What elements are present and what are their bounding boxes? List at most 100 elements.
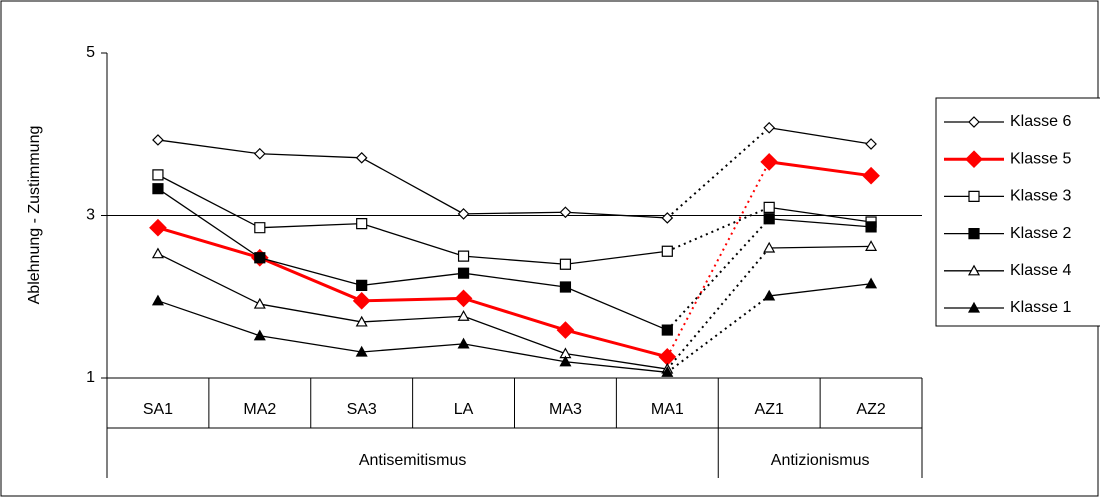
marker (254, 222, 266, 234)
marker (862, 166, 880, 185)
legend-marker (968, 190, 980, 202)
legend-label: Klasse 1 (1010, 299, 1071, 316)
marker (152, 169, 164, 181)
x-tick-label: AZ2 (856, 401, 885, 418)
line-segment (361, 343, 464, 353)
x-tick-label: MA2 (243, 401, 276, 418)
line-segment (463, 343, 566, 363)
marker (253, 329, 266, 341)
line-segment (666, 206, 770, 253)
marker (356, 279, 368, 291)
marker (254, 252, 266, 264)
marker (355, 151, 368, 164)
marker (559, 258, 572, 270)
marker (454, 289, 473, 308)
line-segment (463, 272, 566, 288)
marker (763, 241, 776, 253)
marker (457, 250, 470, 262)
line-segment (361, 223, 464, 257)
line-segment (157, 253, 261, 305)
line-segment (361, 272, 464, 287)
line-segment (259, 335, 362, 353)
x-tick-label: LA (454, 401, 474, 418)
line-segment (565, 361, 668, 373)
marker (763, 213, 775, 225)
line-segment (157, 139, 260, 155)
marker (151, 294, 164, 306)
line-segment (157, 226, 261, 260)
legend-label: Klasse 6 (1010, 113, 1071, 130)
marker (763, 121, 776, 134)
marker (865, 138, 877, 150)
line-segment (666, 161, 771, 358)
marker (149, 218, 167, 237)
y-tick-label: 5 (86, 44, 95, 61)
legend-marker (965, 150, 983, 169)
marker (152, 183, 164, 195)
line-segment (565, 328, 668, 359)
marker (661, 245, 673, 257)
marker (559, 206, 572, 219)
marker (457, 267, 470, 279)
line-segment (463, 255, 566, 265)
marker (355, 315, 368, 327)
marker (457, 310, 470, 321)
line-segment (361, 296, 464, 303)
line-segment (259, 222, 362, 229)
legend-label: Klasse 4 (1010, 262, 1071, 279)
marker (355, 345, 368, 357)
marker (661, 324, 673, 336)
legend-marker (967, 301, 981, 313)
line-segment (157, 188, 261, 259)
group-label: Antizionismus (771, 452, 870, 469)
legend-label: Klasse 5 (1010, 150, 1071, 167)
line-segment (769, 206, 872, 223)
marker (661, 212, 674, 224)
x-tick-label: AZ1 (755, 401, 784, 418)
marker (152, 134, 164, 146)
line-segment (565, 286, 668, 331)
line-segment (463, 296, 566, 332)
line-segment (769, 283, 872, 297)
y-tick-label: 3 (86, 207, 95, 224)
marker (151, 247, 164, 259)
line-segment (259, 153, 362, 159)
marker (253, 297, 266, 309)
marker (253, 147, 266, 160)
line-segment (769, 218, 872, 228)
line-segment (157, 174, 261, 229)
y-axis-label: Ablehnung - Zustimmung (26, 126, 43, 305)
line-segment (463, 315, 566, 355)
x-tick-label: SA3 (347, 401, 377, 418)
line-segment (157, 300, 261, 337)
line-segment (769, 127, 872, 145)
line-segment (259, 256, 363, 303)
group-label: Antisemitismus (359, 452, 467, 469)
line-segment (259, 257, 362, 287)
line-segment (666, 247, 770, 370)
marker (865, 240, 878, 251)
line-segment (565, 211, 668, 219)
line-segment (259, 303, 362, 323)
marker (661, 366, 674, 377)
x-tick-label: MA1 (651, 401, 684, 418)
marker (760, 153, 779, 171)
legend-marker (968, 116, 980, 128)
marker (556, 321, 575, 339)
marker (356, 218, 368, 230)
marker (559, 355, 572, 367)
legend-marker (967, 264, 981, 276)
x-tick-label: SA1 (143, 401, 173, 418)
line-segment (666, 218, 770, 331)
y-tick-label: 1 (86, 369, 95, 386)
x-tick-label: MA3 (549, 401, 582, 418)
line-segment (769, 245, 872, 249)
marker (763, 289, 776, 301)
marker (457, 208, 470, 220)
marker (559, 281, 572, 293)
legend-label: Klasse 2 (1010, 225, 1071, 242)
line-segment (463, 211, 566, 215)
line-segment (565, 352, 668, 370)
